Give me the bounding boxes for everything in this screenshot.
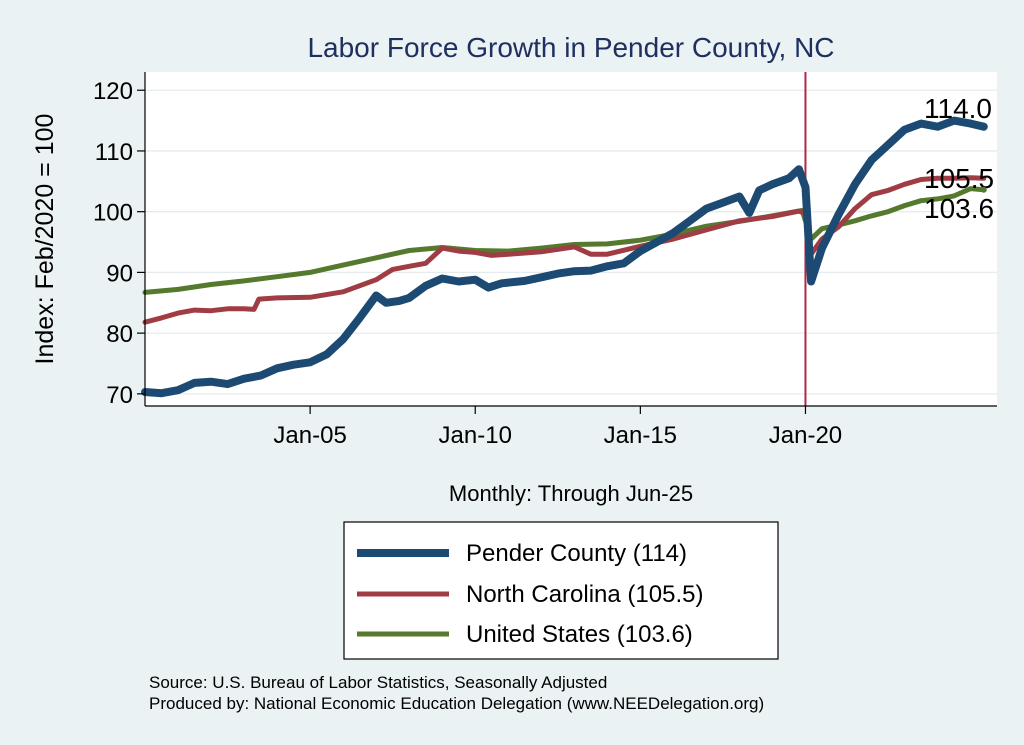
y-tick-label-80: 80	[106, 321, 133, 348]
end-label-united-states: 103.6	[924, 193, 994, 224]
chart-title: Labor Force Growth in Pender County, NC	[307, 32, 834, 63]
y-axis-ticks: 70 80 90 100 110 120	[93, 78, 145, 409]
x-tick-label-jan-15: Jan-15	[604, 422, 677, 449]
plot-area	[145, 72, 997, 406]
legend-label-pender: Pender County (114)	[466, 540, 687, 567]
series-line-north-carolina	[142, 175, 987, 325]
y-tick-label-70: 70	[106, 382, 133, 409]
y-tick-label-90: 90	[106, 260, 133, 287]
source-note: Source: U.S. Bureau of Labor Statistics,…	[149, 673, 607, 692]
legend: Pender County (114) North Carolina (105.…	[343, 521, 779, 660]
x-axis-title: Monthly: Through Jun-25	[449, 481, 693, 506]
y-axis-title: Index: Feb/2020 = 100	[31, 114, 59, 365]
produced-by-note: Produced by: National Economic Education…	[149, 694, 764, 713]
legend-label-united-states: United States (103.6)	[466, 621, 693, 648]
end-label-pender-county: 114.0	[924, 93, 992, 124]
series-line-pender-county	[141, 116, 988, 398]
x-axis-ticks: Jan-05 Jan-10 Jan-15 Jan-20	[273, 406, 842, 449]
y-tick-label-110: 110	[95, 139, 133, 166]
series-group	[141, 116, 988, 398]
x-tick-label-jan-20: Jan-20	[769, 422, 842, 449]
end-point-united-states	[980, 186, 987, 193]
y-tick-label-100: 100	[93, 200, 133, 227]
x-tick-label-jan-05: Jan-05	[273, 422, 346, 449]
y-tick-label-120: 120	[93, 78, 133, 105]
legend-label-north-carolina: North Carolina (105.5)	[466, 581, 703, 608]
x-tick-label-jan-10: Jan-10	[439, 422, 512, 449]
